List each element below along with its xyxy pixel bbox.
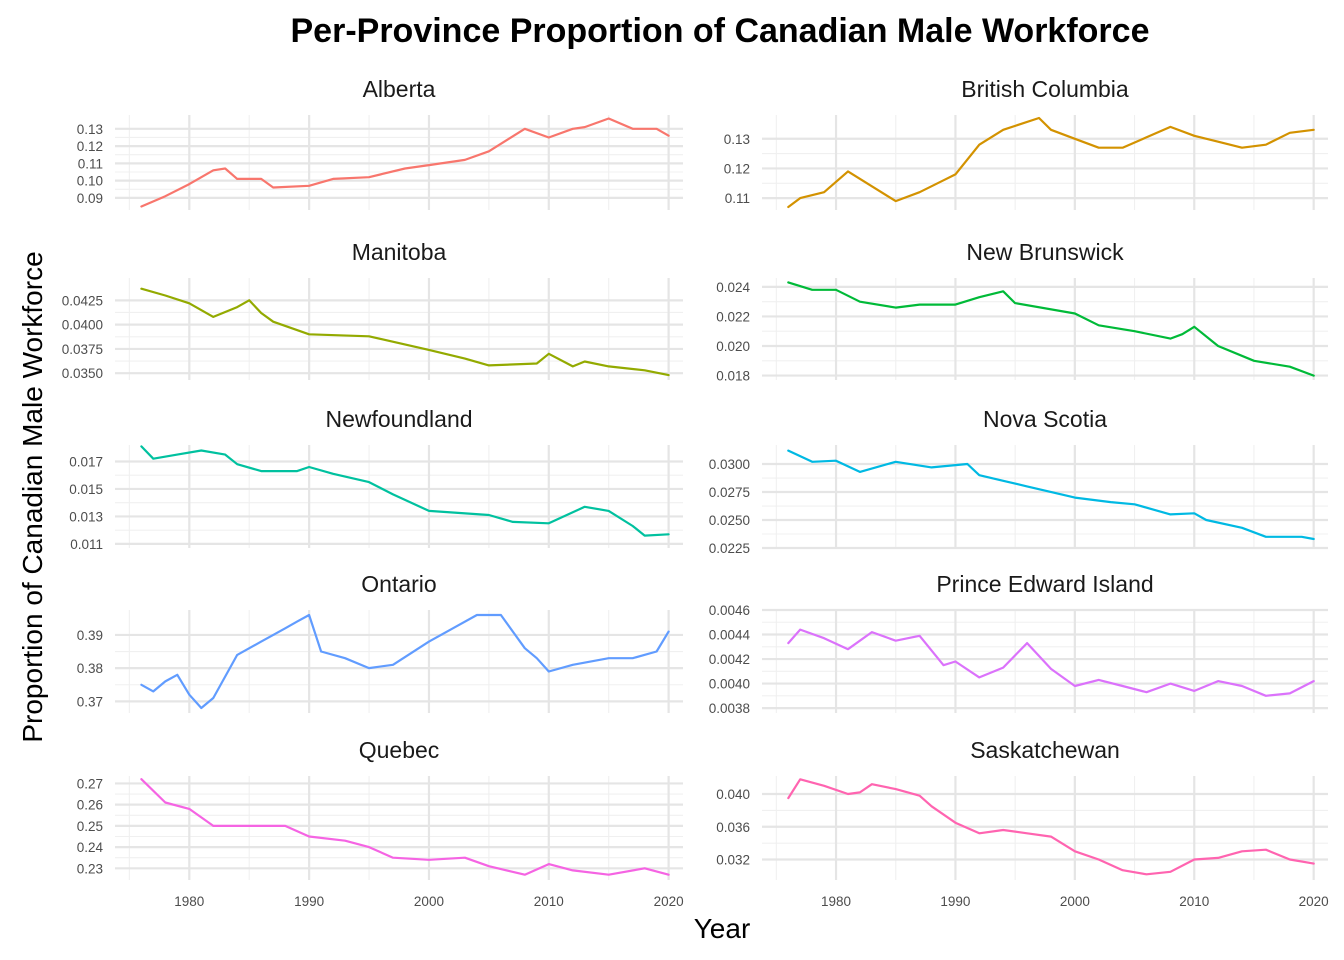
y-axis-title: Proportion of Canadian Male Workforce xyxy=(17,251,48,742)
y-tick-label: 0.036 xyxy=(716,820,750,835)
y-tick-label: 0.018 xyxy=(716,369,750,384)
series-line-quebec xyxy=(140,778,670,876)
y-tick-label: 0.0300 xyxy=(709,457,750,472)
x-tick-label: 1980 xyxy=(174,894,204,909)
y-tick-label: 0.015 xyxy=(69,482,103,497)
series-line-saskatchewan xyxy=(787,778,1315,876)
y-tick-label: 0.25 xyxy=(77,819,103,834)
y-tick-label: 0.0375 xyxy=(62,342,103,357)
facet-title: Prince Edward Island xyxy=(936,571,1153,597)
facet-title: New Brunswick xyxy=(966,239,1124,265)
y-tick-label: 0.020 xyxy=(716,339,750,354)
y-tick-label: 0.013 xyxy=(69,509,103,524)
y-tick-label: 0.0046 xyxy=(709,603,750,618)
y-tick-label: 0.0350 xyxy=(62,366,103,381)
facet-panels: 0.09 0.10 0.11 0.12 0.13 Alberta 0.11 0.12 0.13 B… xyxy=(62,76,1329,909)
facet-title: Saskatchewan xyxy=(970,737,1120,763)
facet-panel-nova-scotia: 0.0225 0.0250 0.0275 0.0300 Nova Scotia xyxy=(709,406,1328,556)
y-tick-label: 0.27 xyxy=(77,776,103,791)
y-tick-label: 0.0040 xyxy=(709,677,750,692)
series-line-alberta xyxy=(140,117,670,208)
y-tick-label: 0.032 xyxy=(716,853,750,868)
y-tick-label: 0.0225 xyxy=(709,541,750,556)
facet-panel-british-columbia: 0.11 0.12 0.13 British Columbia xyxy=(724,76,1328,210)
y-tick-label: 0.0275 xyxy=(709,485,750,500)
facet-panel-manitoba: 0.0350 0.0375 0.0400 0.0425 Manitoba xyxy=(62,239,683,381)
y-tick-label: 0.0425 xyxy=(62,293,103,308)
facet-panel-alberta: 0.09 0.10 0.11 0.12 0.13 Alberta xyxy=(77,76,683,210)
series-line-new-brunswick xyxy=(787,281,1315,377)
x-tick-label: 2010 xyxy=(1179,894,1209,909)
y-tick-label: 0.0038 xyxy=(709,701,750,716)
series-line-newfoundland xyxy=(140,445,670,537)
facet-title: Quebec xyxy=(359,737,440,763)
x-tick-label: 2020 xyxy=(1299,894,1329,909)
y-tick-label: 0.12 xyxy=(77,139,103,154)
y-tick-label: 0.10 xyxy=(77,174,103,189)
y-tick-label: 0.024 xyxy=(716,280,750,295)
facet-title: Nova Scotia xyxy=(983,406,1107,432)
x-tick-label: 2000 xyxy=(414,894,444,909)
series-line-nova-scotia xyxy=(787,449,1315,541)
y-tick-label: 0.26 xyxy=(77,798,103,813)
x-tick-label: 2020 xyxy=(654,894,684,909)
series-line-prince-edward-island xyxy=(787,628,1315,697)
y-tick-label: 0.24 xyxy=(77,840,104,855)
facet-title: Alberta xyxy=(363,76,436,102)
x-tick-label: 2010 xyxy=(534,894,564,909)
y-tick-label: 0.0042 xyxy=(709,652,750,667)
y-tick-label: 0.11 xyxy=(78,156,103,171)
y-tick-label: 0.12 xyxy=(724,161,750,176)
y-tick-label: 0.39 xyxy=(77,628,103,643)
x-axis-title: Year xyxy=(694,913,751,944)
y-tick-label: 0.13 xyxy=(77,122,103,137)
facet-panel-quebec: 0.23 0.24 0.25 0.26 0.27 Quebec 1980 1990 2000 20… xyxy=(77,737,684,909)
y-tick-label: 0.0400 xyxy=(62,318,103,333)
y-tick-label: 0.017 xyxy=(69,454,103,469)
x-tick-label: 1990 xyxy=(940,894,970,909)
series-line-ontario xyxy=(140,613,670,710)
facet-panel-saskatchewan: 0.032 0.036 0.040 Saskatchewan 1980 1990 2000 2… xyxy=(716,737,1328,909)
facet-panel-ontario: 0.37 0.38 0.39 Ontario xyxy=(77,571,683,713)
x-tick-label: 2000 xyxy=(1060,894,1090,909)
facet-title: Ontario xyxy=(361,571,436,597)
facet-panel-prince-edward-island: 0.0038 0.0040 0.0042 0.0044 0.0046 Prince Edw… xyxy=(709,571,1328,716)
facet-title: Manitoba xyxy=(352,239,447,265)
x-tick-label: 1990 xyxy=(294,894,324,909)
facet-title: British Columbia xyxy=(961,76,1129,102)
y-tick-label: 0.022 xyxy=(716,309,750,324)
y-tick-label: 0.011 xyxy=(70,537,103,552)
y-tick-label: 0.37 xyxy=(77,694,103,709)
y-tick-label: 0.23 xyxy=(77,861,103,876)
y-tick-label: 0.09 xyxy=(77,191,103,206)
y-tick-label: 0.11 xyxy=(725,191,750,206)
y-tick-label: 0.0044 xyxy=(709,628,751,643)
facet-panel-newfoundland: 0.011 0.013 0.015 0.017 Newfoundland xyxy=(69,406,683,552)
facet-title: Newfoundland xyxy=(325,406,472,432)
chart-title: Per-Province Proportion of Canadian Male… xyxy=(291,12,1150,50)
y-tick-label: 0.38 xyxy=(77,661,103,676)
y-tick-label: 0.13 xyxy=(724,132,750,147)
facet-panel-new-brunswick: 0.018 0.020 0.022 0.024 New Brunswick xyxy=(716,239,1328,384)
series-line-british-columbia xyxy=(787,116,1315,209)
series-line-manitoba xyxy=(140,287,670,377)
y-tick-label: 0.0250 xyxy=(709,513,750,528)
y-tick-label: 0.040 xyxy=(716,787,750,802)
x-tick-label: 1980 xyxy=(821,894,851,909)
